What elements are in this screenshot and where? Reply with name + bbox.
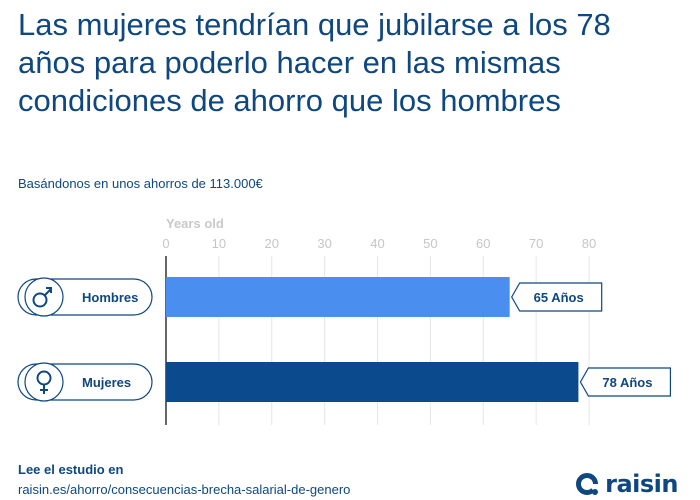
icon-circle (24, 277, 64, 317)
x-tick-label: 60 (476, 236, 490, 251)
x-tick-label: 30 (317, 236, 331, 251)
x-tick-label: 0 (162, 236, 169, 251)
raisin-logo-icon (576, 473, 600, 496)
value-callout (579, 367, 672, 397)
bar-hombres (166, 277, 510, 317)
x-tick-label: 50 (423, 236, 437, 251)
page-subtitle: Basándonos en unos ahorros de 113.000€ (18, 176, 263, 191)
footer-label: Lee el estudio en (18, 462, 124, 477)
bar-chart: Years old 0 10 20 30 40 50 60 70 80 Hombres 65 Años… (17, 216, 672, 425)
study-link[interactable]: raisin.es/ahorro/consecuencias-brecha-sa… (18, 482, 351, 497)
icon-circle (24, 362, 64, 402)
category-label-hombres: Hombres (82, 290, 138, 305)
bar-mujeres (166, 362, 579, 402)
female-symbol-icon (36, 370, 52, 394)
x-tick-label: 70 (529, 236, 543, 251)
x-tick-label: 10 (212, 236, 226, 251)
male-symbol-icon (32, 287, 52, 308)
x-tick-label: 80 (582, 236, 596, 251)
value-label-hombres: 65 Años (534, 290, 584, 305)
raisin-logo-text: raisin (605, 470, 678, 498)
x-tick-label: 20 (265, 236, 279, 251)
value-callout (510, 282, 603, 312)
x-tick-label: 40 (370, 236, 384, 251)
x-axis-title: Years old (166, 216, 224, 231)
category-label-mujeres: Mujeres (82, 375, 131, 390)
raisin-logo: raisin (575, 472, 678, 496)
value-label-mujeres: 78 Años (602, 375, 652, 390)
page-title: Las mujeres tendrían que jubilarse a los… (18, 7, 611, 118)
